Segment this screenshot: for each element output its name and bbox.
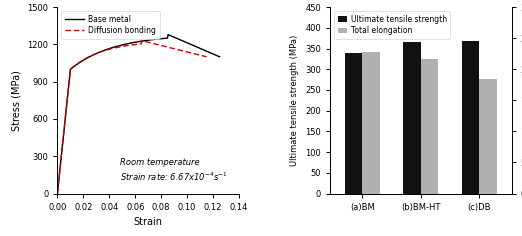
Text: Strain rate: 6.67x10$^{-4}$s$^{-1}$: Strain rate: 6.67x10$^{-4}$s$^{-1}$ (120, 171, 228, 183)
Diffusion bonding (181, 50, 187, 52)
Y-axis label: Ultimate tensile strength (MPa): Ultimate tensile strength (MPa) (290, 35, 300, 166)
Text: Room temperature: Room temperature (120, 158, 199, 167)
Base metal (151, 38, 157, 41)
Legend: Base metal, Diffusion bonding: Base metal, Diffusion bonding (61, 11, 160, 39)
Bar (362, 52, 379, 194)
Base metal (165, 33, 171, 36)
Diffusion bonding (190, 52, 196, 55)
Diffusion bonding (55, 187, 61, 190)
Bar (421, 59, 438, 194)
Bar (345, 54, 362, 194)
Diffusion bonding (146, 41, 152, 44)
Diffusion bonding (139, 39, 145, 42)
Base metal (54, 192, 61, 195)
Legend: Ultimate tensile strength, Total elongation: Ultimate tensile strength, Total elongat… (334, 11, 450, 39)
Base metal (217, 55, 223, 58)
Line: Base metal: Base metal (57, 35, 220, 194)
Bar (462, 41, 479, 194)
Diffusion bonding (144, 40, 150, 43)
X-axis label: Strain: Strain (134, 217, 163, 227)
Base metal (153, 38, 160, 41)
Base metal (192, 45, 198, 47)
Diffusion bonding (54, 192, 61, 195)
Base metal (150, 38, 157, 41)
Line: Diffusion bonding: Diffusion bonding (57, 41, 207, 194)
Y-axis label: Stress (MPa): Stress (MPa) (12, 70, 22, 131)
Diffusion bonding (143, 40, 149, 43)
Base metal (202, 49, 208, 52)
Base metal (55, 187, 61, 190)
Bar (403, 42, 421, 194)
Bar (479, 79, 497, 194)
Diffusion bonding (204, 55, 210, 58)
